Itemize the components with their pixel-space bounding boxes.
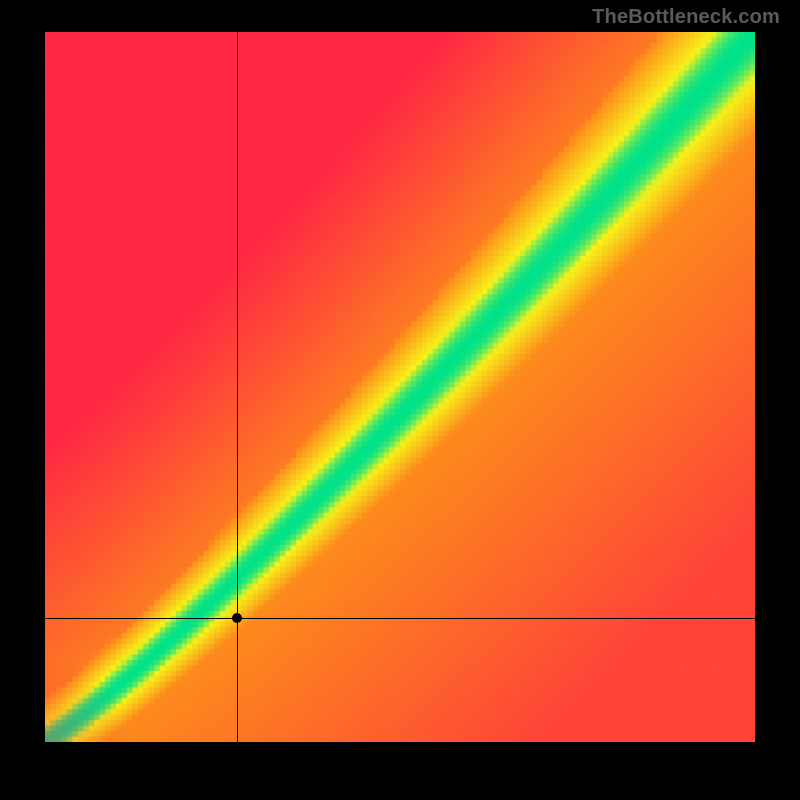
heatmap-canvas bbox=[45, 32, 755, 742]
crosshair-vertical bbox=[237, 32, 238, 742]
watermark-text: TheBottleneck.com bbox=[592, 6, 780, 29]
chart-container: TheBottleneck.com bbox=[0, 0, 800, 800]
data-point bbox=[232, 613, 242, 623]
plot-area bbox=[45, 32, 755, 742]
crosshair-horizontal bbox=[45, 618, 755, 619]
